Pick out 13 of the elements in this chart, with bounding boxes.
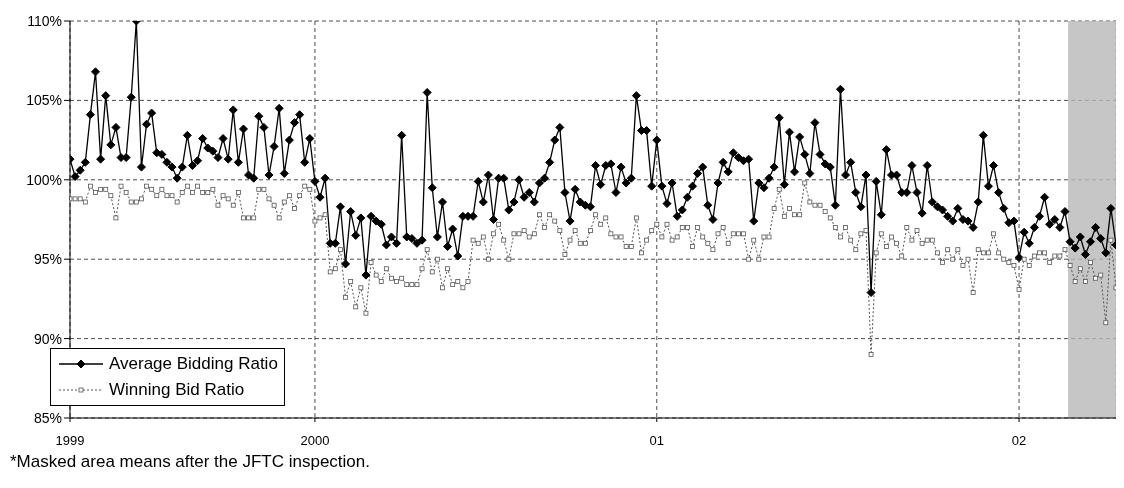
text: *Masked area means after the JFTC inspection. — [10, 452, 370, 472]
x-tick-label: 1999 — [55, 433, 85, 449]
legend-label: Winning Bid Ratio — [109, 380, 245, 400]
legend-label: Average Bidding Ratio — [109, 354, 278, 374]
x-tick-label: 02 — [1011, 433, 1027, 449]
y-tick-label: 110% — [27, 12, 62, 29]
y-tick-label: 85% — [33, 409, 62, 426]
y-tick-label: 100% — [26, 171, 62, 188]
y-tick-label: 90% — [33, 330, 62, 347]
y-tick-label: 95% — [33, 251, 62, 268]
x-tick-label: 2000 — [300, 433, 330, 449]
y-tick-label: 105% — [26, 92, 62, 109]
x-tick-label: 01 — [649, 433, 665, 449]
